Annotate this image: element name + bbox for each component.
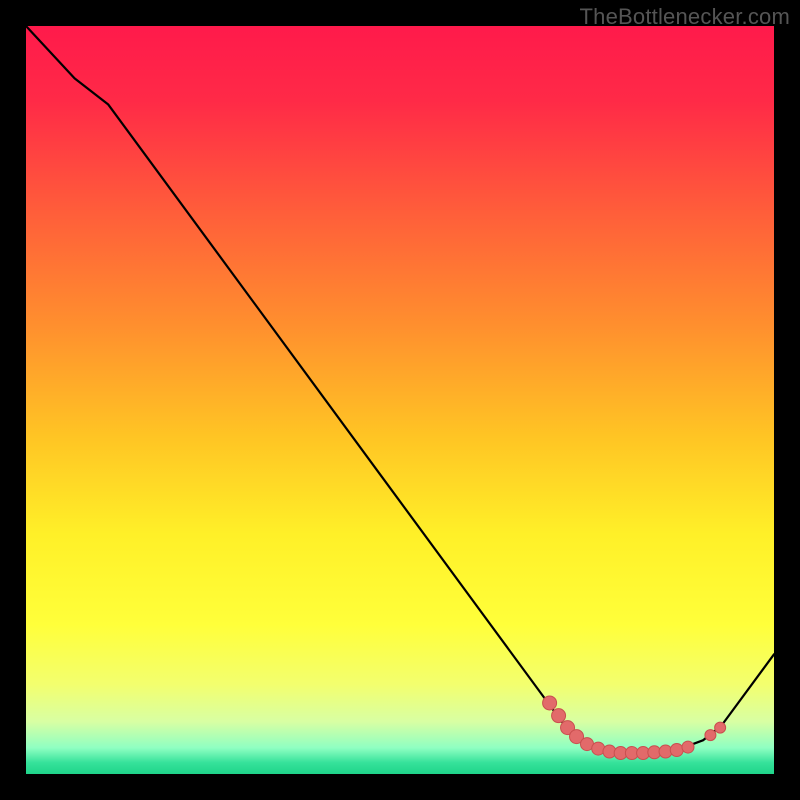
curve-marker: [705, 730, 716, 741]
curve-marker: [682, 741, 694, 753]
curve-marker: [552, 709, 566, 723]
chart-container: TheBottlenecker.com: [0, 0, 800, 800]
bottleneck-curve-chart: [0, 0, 800, 800]
curve-marker: [715, 722, 726, 733]
curve-marker: [670, 744, 683, 757]
watermark-text: TheBottlenecker.com: [580, 4, 790, 30]
curve-marker: [543, 696, 557, 710]
plot-gradient-bg: [26, 26, 774, 774]
